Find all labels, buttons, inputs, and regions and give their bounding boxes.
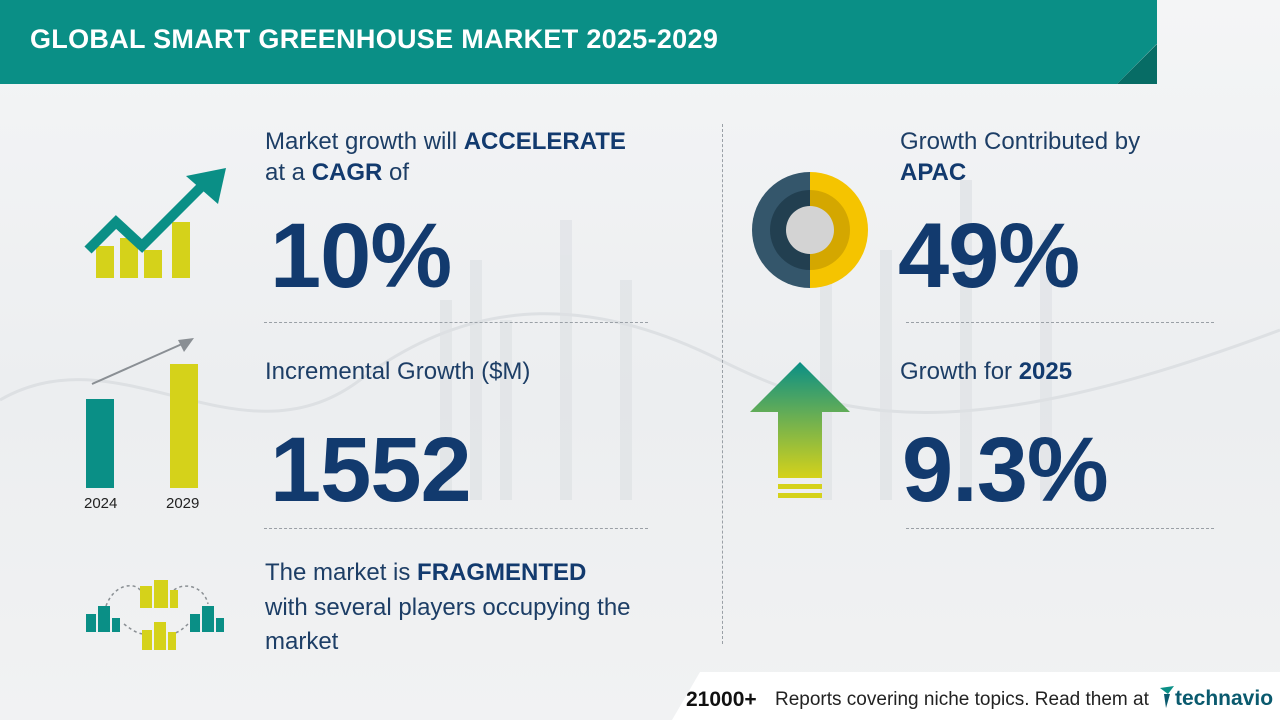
cagr-line1-text: Market growth will xyxy=(265,128,464,155)
donut-icon xyxy=(752,172,868,288)
region-label: Growth Contributed by xyxy=(900,128,1141,155)
fragmented-label: FRAGMENTED xyxy=(417,559,587,586)
divider xyxy=(906,528,1214,529)
divider xyxy=(264,322,648,323)
cagr-line2-post: of xyxy=(382,159,410,186)
cagr-label: CAGR xyxy=(311,159,383,186)
cagr-accelerate: ACCELERATE xyxy=(463,128,626,155)
year-end: 2029 xyxy=(166,495,200,512)
yoy-year: 2025 xyxy=(1018,358,1073,385)
up-arrow-icon xyxy=(750,362,850,498)
header-banner xyxy=(0,0,1157,84)
year-start: 2024 xyxy=(84,495,118,512)
incremental-value: 1552 xyxy=(270,419,472,521)
fragmented-line1-text: The market is xyxy=(265,559,418,586)
divider xyxy=(264,528,648,529)
footer-bar xyxy=(672,672,1280,720)
technavio-logo-icon[interactable] xyxy=(1158,684,1174,714)
cagr-line2: at a CAGR of xyxy=(265,157,409,188)
fragmented-line1: The market is FRAGMENTED xyxy=(265,557,586,588)
region-value: 49% xyxy=(898,205,1080,307)
cagr-line1: Market growth will ACCELERATE xyxy=(265,126,626,157)
divider xyxy=(906,322,1214,323)
cagr-line2-text: at a xyxy=(265,159,312,186)
yoy-value: 9.3% xyxy=(902,419,1109,521)
fragmented-line2: with several players occupying the xyxy=(265,594,631,621)
fragmented-line3: market xyxy=(265,628,339,655)
yoy-label: Growth for xyxy=(900,358,1019,385)
footer-count: 21000+ xyxy=(686,688,757,711)
cagr-value: 10% xyxy=(270,205,452,307)
footer-text: Reports covering niche topics. Read them… xyxy=(775,689,1149,710)
growth-chart-icon xyxy=(84,168,226,278)
yoy-line: Growth for 2025 xyxy=(900,356,1072,387)
page-title: GLOBAL SMART GREENHOUSE MARKET 2025-2029 xyxy=(30,24,719,54)
column-divider xyxy=(722,124,723,644)
region-name: APAC xyxy=(900,159,967,186)
incremental-label: Incremental Growth ($M) xyxy=(265,358,531,385)
players-network-icon xyxy=(86,580,224,650)
bar-compare-icon xyxy=(86,338,198,488)
technavio-link[interactable]: technavio xyxy=(1175,687,1274,710)
